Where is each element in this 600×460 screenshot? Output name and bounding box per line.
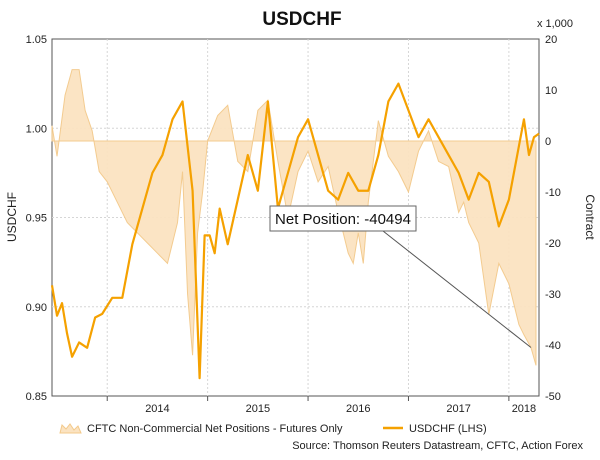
legend-item-net-positions: CFTC Non-Commercial Net Positions - Futu… xyxy=(59,423,343,435)
x-axis-tick-label: 2015 xyxy=(246,403,270,415)
right-axis-tick-label: -30 xyxy=(545,289,561,301)
right-axis-unit-label: x 1,000 xyxy=(537,18,573,30)
net-position-annotation: Net Position: -40494 xyxy=(269,205,532,348)
right-axis-title: Contract xyxy=(583,194,597,240)
annotation-box xyxy=(269,205,417,232)
x-axis-tick-label: 2017 xyxy=(446,403,470,415)
source-note: Source: Thomson Reuters Datastream, CFTC… xyxy=(292,440,583,452)
left-axis-tick-label: 0.90 xyxy=(26,302,47,314)
usdchf-line-layer xyxy=(50,82,540,380)
legend-label-usdchf: USDCHF (LHS) xyxy=(409,423,487,435)
right-axis-tick-label: -40 xyxy=(545,340,561,352)
right-axis-tick-label: 20 xyxy=(545,34,557,46)
right-axis-tick-label: -10 xyxy=(545,187,561,199)
left-axis-tick-label: 1.00 xyxy=(26,123,47,135)
x-axis-tick-label: 2016 xyxy=(346,403,370,415)
x-axis-tick-label: 2018 xyxy=(512,403,536,415)
right-axis-tick-label: -50 xyxy=(545,391,561,403)
left-axis-title: USDCHF xyxy=(5,192,19,242)
x-axis-tick-label: 2014 xyxy=(145,403,169,415)
left-axis-tick-label: 0.85 xyxy=(26,391,47,403)
right-axis-tick-label: -20 xyxy=(545,238,561,250)
right-axis-tick-label: 0 xyxy=(545,136,551,148)
legend-item-usdchf: USDCHF (LHS) xyxy=(383,423,487,435)
series-usdchf-line xyxy=(50,82,540,380)
chart-title: USDCHF xyxy=(262,9,341,30)
left-axis-tick-label: 1.05 xyxy=(26,34,47,46)
legend-label-net-positions: CFTC Non-Commercial Net Positions - Futu… xyxy=(87,423,343,435)
annotation-text: Net Position: -40494 xyxy=(275,211,411,228)
legend: CFTC Non-Commercial Net Positions - Futu… xyxy=(59,423,487,435)
left-axis-tick-label: 0.95 xyxy=(26,213,47,225)
annotation-leader-line xyxy=(382,230,532,348)
net-position-area-layer xyxy=(51,69,537,366)
right-axis-tick-label: 10 xyxy=(545,85,557,97)
axis-ticks: 0.85 0.90 0.95 1.00 1.05 -50 -40 -30 -20 -10 0 10 20… xyxy=(26,34,561,415)
legend-swatch-area xyxy=(59,423,82,434)
series-net-positions-area xyxy=(51,69,537,366)
